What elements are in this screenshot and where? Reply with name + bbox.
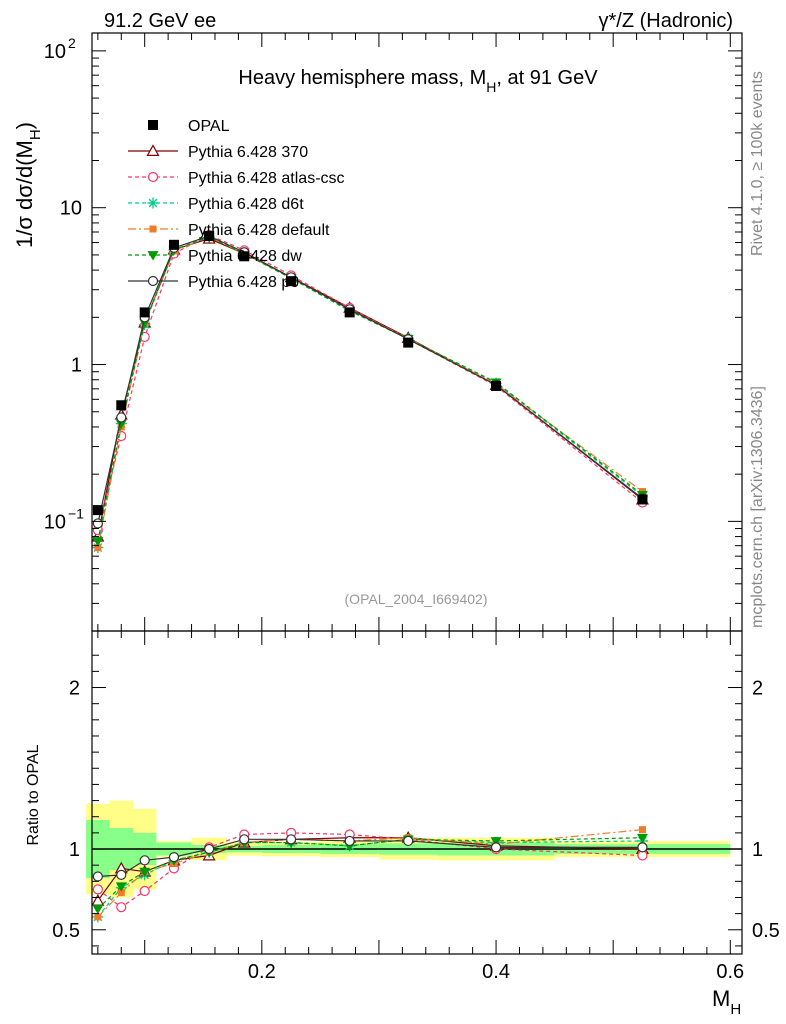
legend-marker-0 <box>146 144 160 156</box>
ratio-5-point-7 <box>344 835 355 847</box>
ratio-5-point-9 <box>490 842 502 853</box>
plot-title: Heavy hemisphere mass, MH, at 91 GeV <box>238 67 598 95</box>
ratio-plot-series <box>92 826 649 923</box>
ratio-5-point-2 <box>139 855 150 866</box>
opal-point-9 <box>491 380 502 391</box>
legend: OPAL Pythia 6.428 370 Pythia 6.428 atlas-c… <box>128 118 345 291</box>
series-line-5 <box>97 235 643 524</box>
analysis-id: (OPAL_2004_I669402) <box>345 591 488 607</box>
legend-label-1: Pythia 6.428 atlas-csc <box>188 170 345 187</box>
x-axis-label: MH <box>712 986 741 1018</box>
legend-marker-opal <box>148 120 158 130</box>
ratio-5-point-6 <box>285 834 297 845</box>
series-line-4 <box>97 236 643 542</box>
ratio-tick-label-right-0.5: 0.5 <box>752 920 780 942</box>
ratio-line-3 <box>97 829 643 918</box>
y-axis-label: 1/σ dσ/d(MH) <box>12 122 44 248</box>
y-tick-label-1: 1 <box>71 355 82 377</box>
ratio-4-point-1 <box>115 882 127 892</box>
y-tick-label-10: 10 <box>60 198 82 220</box>
opal-point-5 <box>239 251 250 262</box>
ratio-5-point-4 <box>204 843 215 855</box>
ratio-4-point-0 <box>92 904 104 915</box>
opal-point-8 <box>403 337 414 348</box>
y-tick-label-100: 10 <box>44 41 66 63</box>
legend-label-2: Pythia 6.428 d6t <box>188 196 304 213</box>
legend-label-0: Pythia 6.428 370 <box>188 144 308 161</box>
ratio-tick-label-right-1: 1 <box>752 839 763 861</box>
ratio-5-point-10 <box>637 842 648 853</box>
ratio-4-point-2 <box>139 867 151 878</box>
series-line-1 <box>97 234 643 531</box>
opal-point-7 <box>344 307 355 318</box>
ratio-5-point-5 <box>239 834 250 845</box>
main-plot-series <box>92 229 649 554</box>
header-process: γ*/Z (Hadronic) <box>599 10 733 32</box>
series-4-point-0 <box>92 537 104 547</box>
ratio-tick-label-1: 1 <box>69 839 80 861</box>
ratio-3-point-1 <box>117 889 125 897</box>
legend-label-4: Pythia 6.428 dw <box>188 248 302 265</box>
ratio-tick-label-2: 2 <box>69 678 80 700</box>
legend-label-opal: OPAL <box>188 118 230 135</box>
legend-marker-1 <box>147 171 159 183</box>
ratio-tick-label-0.5: 0.5 <box>52 920 80 942</box>
series-5-point-0 <box>92 518 103 529</box>
mcplots-credit-label: mcplots.cern.ch [arXiv:1306.3436] <box>749 386 766 628</box>
ratio-1-point-0 <box>92 884 103 895</box>
ratio-1-point-2 <box>139 885 150 897</box>
series-line-0 <box>97 237 643 537</box>
legend-label-3: Pythia 6.428 default <box>188 222 330 239</box>
ratio-4-point-10 <box>636 833 648 844</box>
series-line-3 <box>97 236 643 548</box>
opal-point-10 <box>637 494 648 505</box>
legend-marker-4 <box>147 251 159 261</box>
opal-point-0 <box>92 505 103 516</box>
opal-point-1 <box>116 400 127 411</box>
opal-point-3 <box>168 239 179 250</box>
series-line-2 <box>97 236 643 548</box>
header-energy: 91.2 GeV ee <box>104 10 216 32</box>
opal-point-4 <box>204 231 215 242</box>
ratio-tick-label-right-2: 2 <box>752 678 763 700</box>
ratio-5-point-3 <box>168 851 180 863</box>
ratio-1-point-1 <box>116 902 127 913</box>
ratio-plot-frame <box>91 630 743 955</box>
ratio-3-point-10 <box>638 826 646 834</box>
series-4-point-1 <box>115 419 127 430</box>
legend-marker-3 <box>149 225 157 233</box>
x-tick-label-0.2: 0.2 <box>248 961 276 983</box>
legend-marker-5 <box>147 275 159 287</box>
opal-data-points <box>92 231 648 516</box>
y-tick-exp-100: 2 <box>68 35 76 51</box>
opal-point-2 <box>139 307 150 318</box>
ratio-5-point-1 <box>116 869 127 880</box>
rivet-version-label: Rivet 4.1.0, ≥ 100k events <box>749 71 766 256</box>
y-tick-exp-0.1: −1 <box>68 505 84 521</box>
y-tick-label-0.1: 10 <box>44 511 66 533</box>
ratio-0-point-0 <box>92 893 105 906</box>
ratio-y-axis-label: Ratio to OPAL <box>25 744 42 845</box>
legend-marker-2 <box>147 197 159 209</box>
series-5-point-1 <box>116 412 127 423</box>
series-3-point-0 <box>94 544 102 552</box>
ratio-5-point-8 <box>403 835 414 847</box>
opal-point-6 <box>286 276 297 287</box>
ratio-3-point-0 <box>94 913 102 921</box>
axis-ticks <box>92 33 742 954</box>
x-tick-label-0.4: 0.4 <box>482 961 510 983</box>
x-tick-label-0.6: 0.6 <box>716 961 744 983</box>
ratio-4-point-9 <box>490 837 502 847</box>
legend-label-5: Pythia 6.428 p0 <box>188 274 299 291</box>
ratio-5-point-0 <box>92 871 103 882</box>
